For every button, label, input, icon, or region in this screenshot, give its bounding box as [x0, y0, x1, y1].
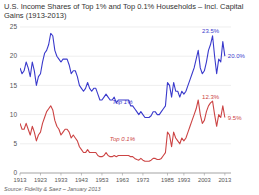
x-tick: [167, 173, 168, 176]
grid-line: [20, 173, 231, 174]
chart: U.S. Income Shares of Top 1% and Top 0.1…: [0, 0, 259, 195]
x-tick-label: 1953: [95, 177, 108, 183]
y-tick-label: 25: [10, 23, 18, 30]
x-axis: 1913 1923 1933 1943 1953 1963 1973 19851993 2003…: [14, 173, 232, 183]
y-tick-label: 15: [10, 82, 18, 89]
x-tick-label: 1943: [75, 177, 88, 183]
x-tick: [40, 173, 41, 176]
x-tick-label: 1973: [136, 177, 149, 183]
title: U.S. Income Shares of Top 1% and Top 0.1…: [4, 2, 244, 20]
x-tick-label: 1993: [177, 177, 190, 183]
x-axis-line: [20, 173, 231, 174]
y-tick-label: 5: [13, 140, 17, 147]
x-tick-label: 1923: [34, 177, 47, 183]
x-tick-label: 1913: [14, 177, 27, 183]
x-tick-label: 2003: [198, 177, 211, 183]
grid-line: [20, 27, 231, 28]
lines: [20, 33, 225, 161]
title-line: Gains (1913-2013): [4, 11, 67, 20]
x-tick: [122, 173, 123, 176]
y-axis: 0 5 10 15 20 25: [10, 23, 231, 176]
series-label: Top 0.1%: [110, 136, 136, 142]
series-labels: Top 1% Top 0.1%: [110, 99, 136, 142]
y-tick-label: 10: [10, 111, 18, 118]
grid-line: [20, 85, 231, 86]
x-tick: [224, 173, 225, 176]
x-tick-label: 1963: [116, 177, 129, 183]
x-tick-label: 1933: [55, 177, 68, 183]
series-line: [20, 100, 225, 161]
x-tick: [142, 173, 143, 176]
y-tick-label: 0: [13, 169, 17, 176]
x-tick: [101, 173, 102, 176]
x-tick: [20, 173, 21, 176]
series-line: [20, 33, 225, 117]
grid-line: [20, 143, 231, 144]
grid-line: [20, 114, 231, 115]
x-tick-label: 2013: [218, 177, 231, 183]
x-tick: [204, 173, 205, 176]
annotations: 23.5% 20.0% 12.3% 9.5%: [202, 28, 245, 120]
x-tick: [60, 173, 61, 176]
source: Source: Fidelity & Saez – January 2013: [4, 186, 102, 192]
annotation: 20.0%: [228, 53, 246, 59]
annotation: 9.5%: [228, 115, 242, 121]
annotation: 12.3%: [202, 94, 220, 100]
x-tick: [81, 173, 82, 176]
title-line: U.S. Income Shares of Top 1% and Top 0.1…: [4, 2, 244, 11]
x-tick: [183, 173, 184, 176]
y-tick-label: 20: [10, 52, 18, 59]
annotation: 23.5%: [202, 28, 220, 34]
series-label: Top 1%: [112, 99, 133, 105]
x-tick-label: 1985: [161, 177, 174, 183]
